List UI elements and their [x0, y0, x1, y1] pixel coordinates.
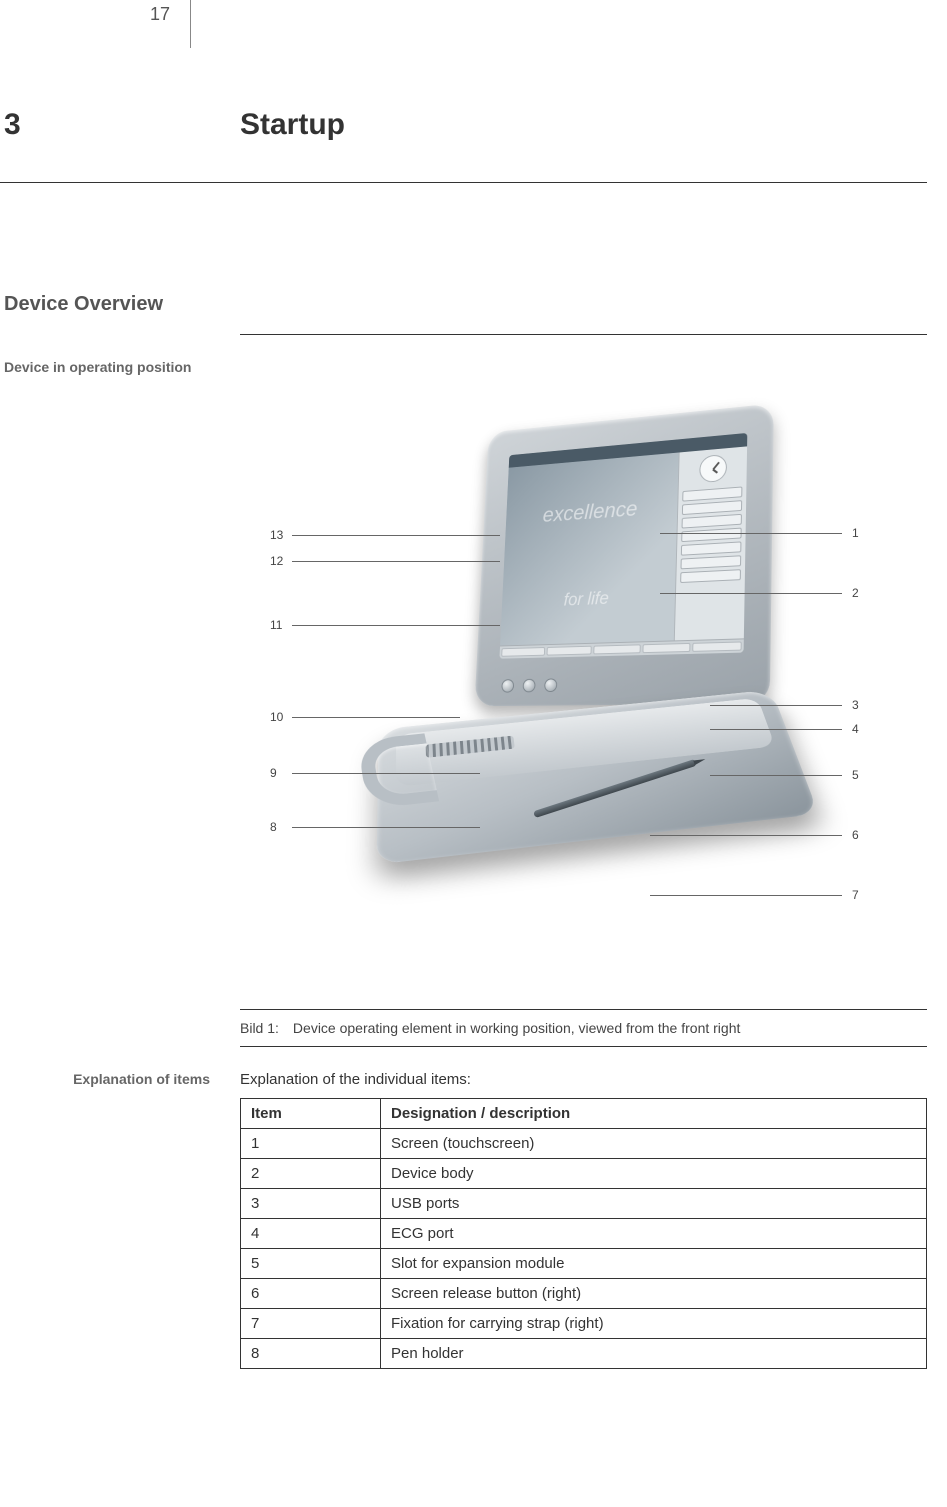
device-illustration: excellence for life — [380, 405, 800, 875]
item-number-cell: 5 — [241, 1249, 381, 1279]
callout-number: 5 — [852, 768, 859, 782]
figure-margin-label: Device in operating position — [0, 359, 240, 1047]
chapter-title: Startup — [240, 108, 345, 142]
chapter-number: 3 — [0, 108, 240, 142]
explanation-intro: Explanation of the individual items: — [240, 1071, 927, 1088]
item-number-cell: 8 — [241, 1339, 381, 1369]
item-desc-cell: Device body — [381, 1159, 927, 1189]
item-number-cell: 2 — [241, 1159, 381, 1189]
screen-slogan-1: excellence — [542, 496, 637, 527]
section-divider — [240, 334, 927, 335]
item-desc-cell: Screen release button (right) — [381, 1279, 927, 1309]
table-row: 2Device body — [241, 1159, 927, 1189]
table-row: 7Fixation for carrying strap (right) — [241, 1309, 927, 1339]
callout-number: 7 — [852, 888, 859, 902]
item-number-cell: 4 — [241, 1219, 381, 1249]
callout-line — [660, 593, 842, 594]
item-number-cell: 6 — [241, 1279, 381, 1309]
figure-caption: Bild 1: Device operating element in work… — [240, 1009, 927, 1047]
device-base — [377, 690, 819, 865]
table-row: 3USB ports — [241, 1189, 927, 1219]
callout-line — [710, 775, 842, 776]
callout-line — [292, 625, 500, 626]
table-row: 6Screen release button (right) — [241, 1279, 927, 1309]
item-desc-cell: USB ports — [381, 1189, 927, 1219]
callout-line — [292, 561, 500, 562]
callout-number: 2 — [852, 586, 859, 600]
bezel-button — [544, 678, 557, 692]
item-desc-cell: Fixation for carrying strap (right) — [381, 1309, 927, 1339]
callout-number: 4 — [852, 722, 859, 736]
bezel-button — [501, 679, 514, 693]
items-table: Item Designation / description 1Screen (… — [240, 1098, 927, 1369]
item-desc-cell: ECG port — [381, 1219, 927, 1249]
callout-number: 1 — [852, 526, 859, 540]
device-screen-unit: excellence for life — [474, 403, 773, 706]
callout-line — [710, 705, 842, 706]
item-number-cell: 3 — [241, 1189, 381, 1219]
callout-number: 8 — [270, 820, 277, 834]
callout-line — [660, 533, 842, 534]
device-touchscreen: excellence for life — [499, 433, 747, 659]
chapter-heading: 3 Startup — [0, 108, 927, 183]
callout-number: 10 — [270, 710, 283, 724]
explanation-margin-label: Explanation of items — [0, 1071, 240, 1369]
item-desc-cell: Slot for expansion module — [381, 1249, 927, 1279]
table-row: 5Slot for expansion module — [241, 1249, 927, 1279]
callout-line — [710, 729, 842, 730]
page-number-divider — [190, 0, 191, 48]
callout-line — [292, 717, 460, 718]
screen-slogan-2: for life — [563, 588, 609, 610]
table-header-item: Item — [241, 1099, 381, 1129]
callout-line — [292, 773, 480, 774]
callout-line — [650, 835, 842, 836]
carry-handle — [357, 733, 439, 809]
callout-line — [292, 535, 500, 536]
item-number-cell: 1 — [241, 1129, 381, 1159]
speaker-grille — [426, 736, 515, 758]
figure-caption-text: Device operating element in working posi… — [293, 1020, 740, 1036]
callout-line — [650, 895, 842, 896]
table-row: 8Pen holder — [241, 1339, 927, 1369]
callout-number: 6 — [852, 828, 859, 842]
item-desc-cell: Pen holder — [381, 1339, 927, 1369]
page-number: 17 — [0, 0, 190, 48]
clock-icon — [699, 454, 727, 483]
callout-number: 3 — [852, 698, 859, 712]
callout-number: 12 — [270, 554, 283, 568]
item-number-cell: 7 — [241, 1309, 381, 1339]
callout-line — [292, 827, 480, 828]
callout-number: 13 — [270, 528, 283, 542]
figure-caption-label: Bild 1: — [240, 1020, 279, 1036]
table-row: 4ECG port — [241, 1219, 927, 1249]
bezel-button — [523, 679, 536, 693]
callout-number: 11 — [270, 618, 282, 632]
section-title: Device Overview — [0, 293, 927, 316]
table-row: 1Screen (touchscreen) — [241, 1129, 927, 1159]
item-desc-cell: Screen (touchscreen) — [381, 1129, 927, 1159]
table-header-desc: Designation / description — [381, 1099, 927, 1129]
device-figure: excellence for life — [240, 365, 870, 985]
callout-number: 9 — [270, 766, 277, 780]
